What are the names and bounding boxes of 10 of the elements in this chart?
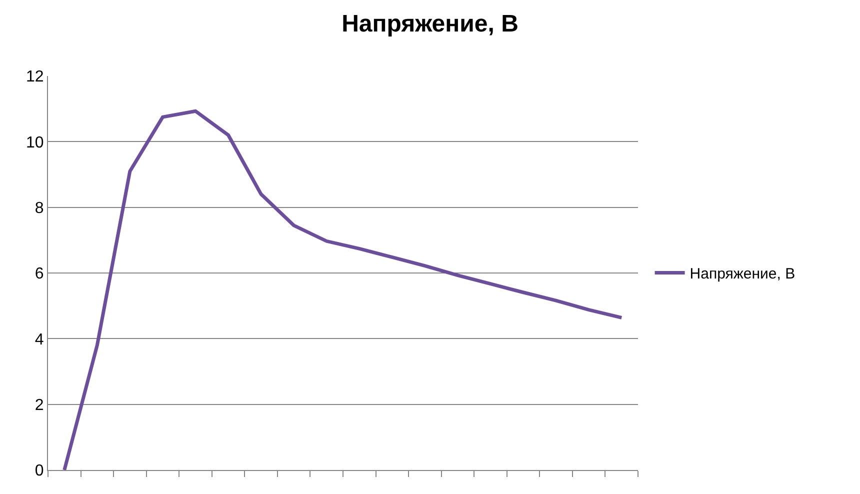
y-tick-label: 0 xyxy=(34,462,44,480)
legend-label: Напряжение, В xyxy=(690,266,796,283)
y-tick-label: 10 xyxy=(26,134,44,152)
line-series xyxy=(62,109,624,470)
y-tick-label: 2 xyxy=(34,396,44,414)
y-tick-label: 4 xyxy=(34,331,44,348)
y-tick-label: 8 xyxy=(34,200,44,217)
chart-title: Напряжение, В xyxy=(342,10,518,38)
y-tick-label: 12 xyxy=(26,68,44,86)
y-tick-label: 6 xyxy=(34,266,44,283)
